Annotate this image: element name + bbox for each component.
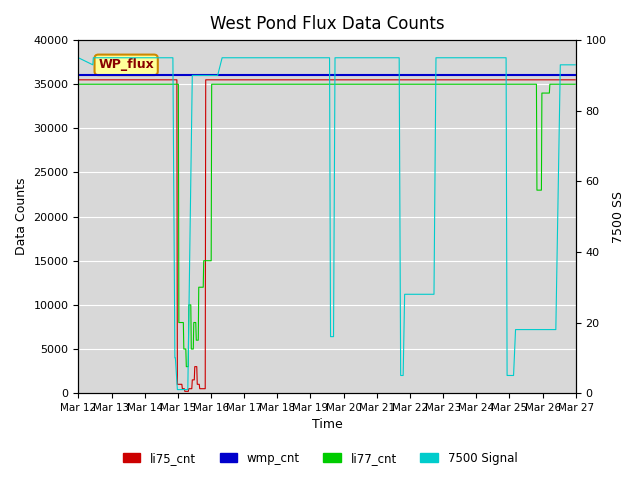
Text: WP_flux: WP_flux xyxy=(99,59,154,72)
Y-axis label: Data Counts: Data Counts xyxy=(15,178,28,255)
Legend: li75_cnt, wmp_cnt, li77_cnt, 7500 Signal: li75_cnt, wmp_cnt, li77_cnt, 7500 Signal xyxy=(118,447,522,469)
X-axis label: Time: Time xyxy=(312,419,342,432)
Title: West Pond Flux Data Counts: West Pond Flux Data Counts xyxy=(210,15,444,33)
Y-axis label: 7500 SS: 7500 SS xyxy=(612,191,625,242)
